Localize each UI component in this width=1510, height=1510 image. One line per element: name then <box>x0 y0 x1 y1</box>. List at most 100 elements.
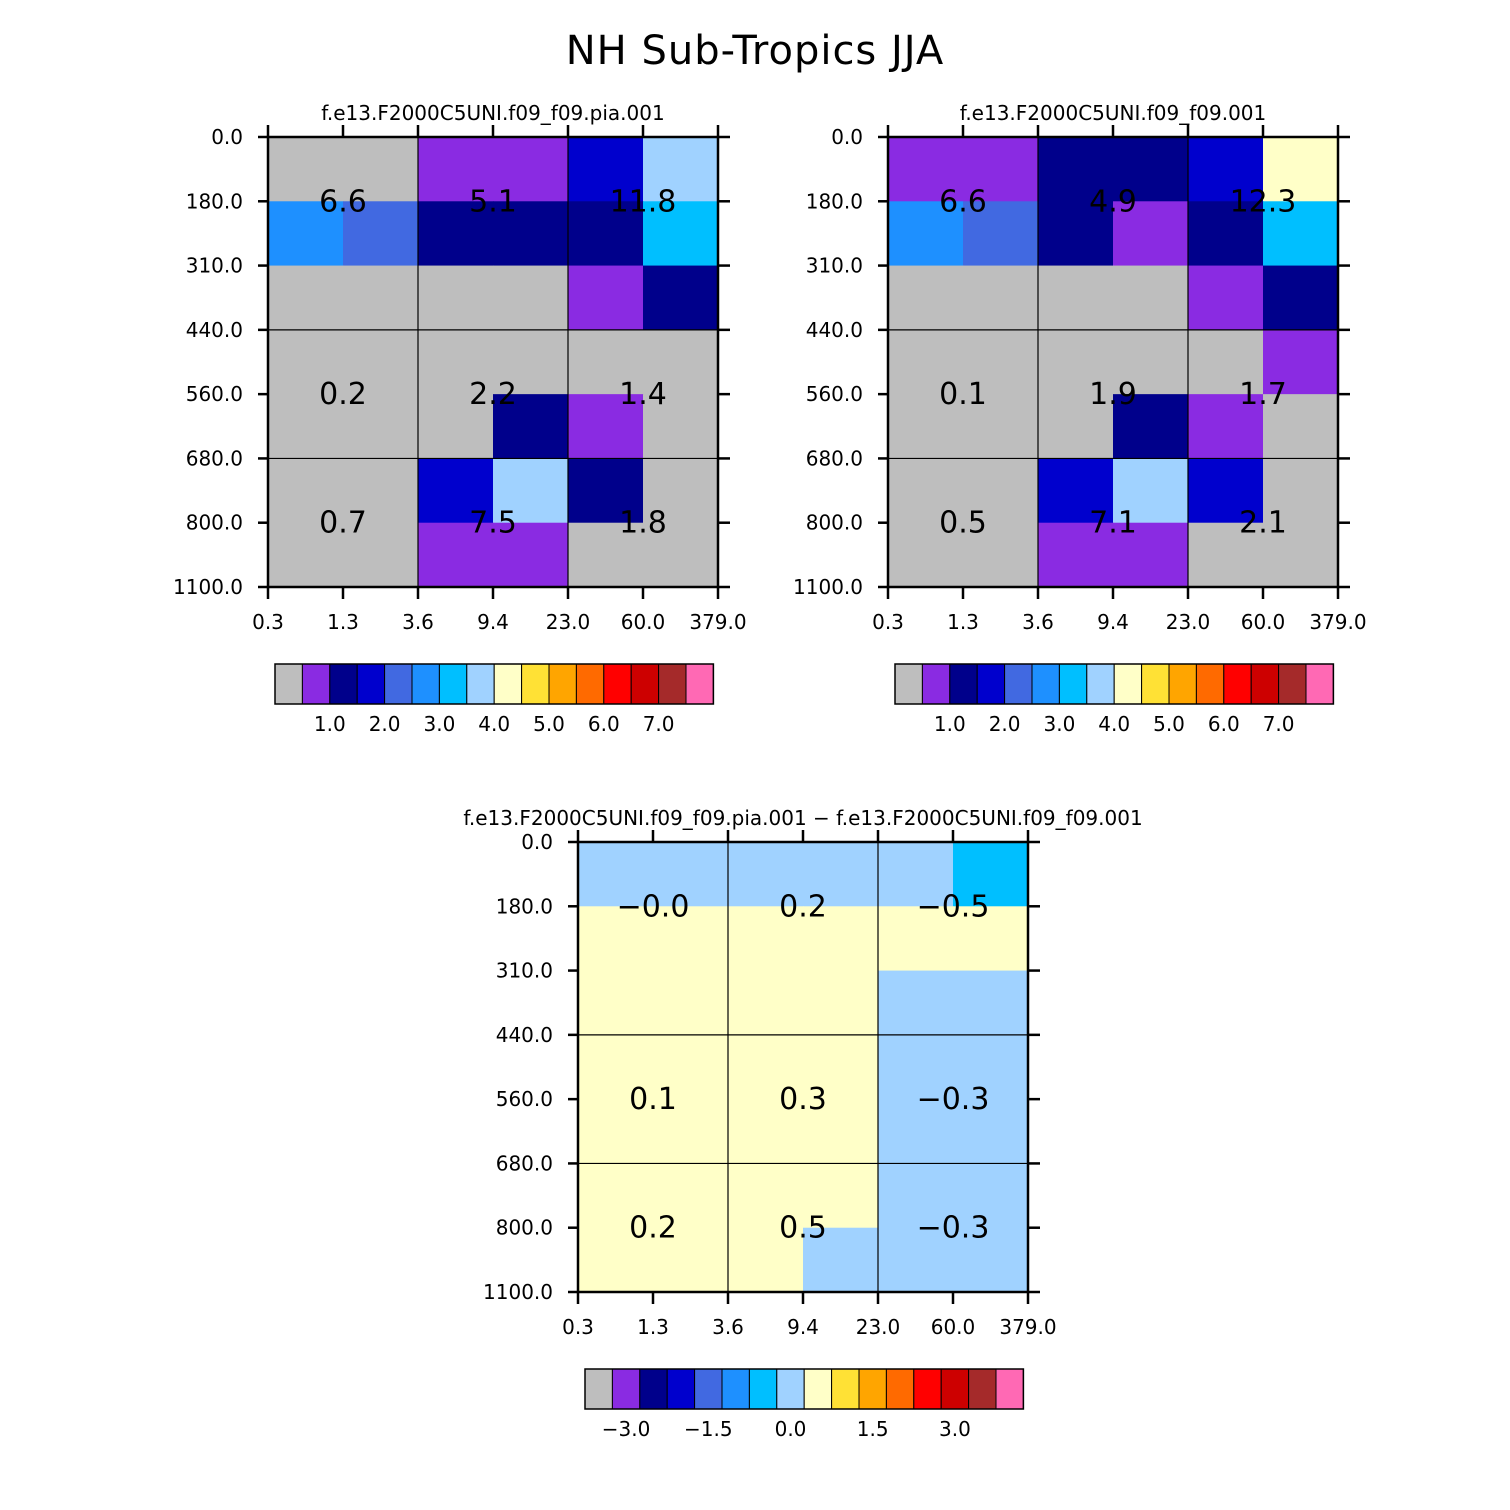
block-total-label: −0.3 <box>917 1211 990 1246</box>
heatmap-cell <box>418 458 494 524</box>
x-tick-label: 3.6 <box>1022 610 1054 634</box>
heatmap-cell <box>1263 329 1339 395</box>
y-tick-label: 0.0 <box>521 830 553 854</box>
panel-1: f.e13.F2000C5UNI.f09_f09.pia.001 6.6 5.1 11… <box>173 101 747 736</box>
heatmap-cell <box>1188 329 1264 395</box>
heatmap-cell <box>888 137 964 202</box>
heatmap-cell <box>578 1034 654 1100</box>
heatmap-cell <box>953 1163 1029 1229</box>
block-total-label: 0.2 <box>629 1211 677 1246</box>
x-tick-label: 9.4 <box>477 610 509 634</box>
colorbar: −3.0 −1.5 0.0 1.5 3.0 <box>584 1368 1025 1441</box>
y-tick-label: 800.0 <box>186 511 243 535</box>
colorbar-swatch <box>721 1368 750 1410</box>
heatmap-cell <box>578 842 654 907</box>
heatmap-cell <box>1188 137 1264 202</box>
heatmap-cell <box>728 906 804 972</box>
heatmap-cell <box>493 394 569 459</box>
heatmap-cell <box>888 458 964 524</box>
heatmap-cell <box>643 265 719 331</box>
block-total-label: 2.1 <box>1239 506 1287 541</box>
heatmap-cell <box>1113 329 1189 395</box>
heatmap-cell <box>568 522 644 588</box>
colorbar-swatch <box>885 1368 915 1410</box>
panel-title: f.e13.F2000C5UNI.f09_f09.pia.001 <box>321 101 664 125</box>
colorbar-frame <box>894 663 1335 705</box>
heatmap-cell <box>568 201 644 267</box>
colorbar-swatch <box>274 663 303 705</box>
colorbar-swatch <box>748 1368 778 1410</box>
heatmap-cell <box>878 1163 954 1229</box>
block-total-label: 0.5 <box>939 506 987 541</box>
block-total-label: −0.3 <box>917 1082 990 1117</box>
heatmap-cell <box>728 1099 804 1164</box>
x-tick-label: 0.3 <box>562 1315 594 1339</box>
heatmap-cell <box>418 201 494 267</box>
heatmap-cell <box>963 137 1039 202</box>
colorbar: 1.0 2.0 3.0 4.0 5.0 6.0 7.0 <box>894 663 1335 736</box>
colorbar-swatch <box>1031 663 1060 705</box>
colorbar-swatch <box>949 663 978 705</box>
colorbar-swatch <box>1305 663 1334 705</box>
y-tick-label: 440.0 <box>806 318 863 342</box>
colorbar-swatch <box>1168 663 1197 705</box>
colorbar-swatch <box>921 663 951 705</box>
heatmap-cell <box>963 329 1039 395</box>
heatmap-cell <box>268 329 344 395</box>
colorbar-label: 6.0 <box>588 712 620 736</box>
colorbar-swatch <box>858 1368 887 1410</box>
heatmap-cell <box>878 1099 954 1164</box>
colorbar-swatch <box>1086 663 1115 705</box>
heatmap-cell <box>963 522 1039 588</box>
heatmap-cell <box>963 394 1039 459</box>
block-total-label: 5.1 <box>469 184 517 219</box>
colorbar-swatch <box>1250 663 1280 705</box>
heatmap-cell <box>418 137 494 202</box>
panel-title: f.e13.F2000C5UNI.f09_f09.pia.001 − f.e13… <box>463 806 1142 830</box>
heatmap-cell <box>418 394 494 459</box>
heatmap-cell <box>568 137 644 202</box>
colorbar-label: 1.5 <box>857 1417 889 1441</box>
heatmap-cell <box>1263 394 1339 459</box>
colorbar-swatch <box>521 663 550 705</box>
colorbar-swatch <box>1278 663 1307 705</box>
y-tick-label: 680.0 <box>186 446 243 470</box>
heatmap-cell <box>803 970 879 1036</box>
colorbar-swatch <box>384 663 413 705</box>
x-tick-label: 9.4 <box>787 1315 819 1339</box>
heatmap-cell <box>1263 137 1339 202</box>
colorbar-swatch <box>894 663 923 705</box>
heatmap-cell <box>343 522 419 588</box>
heatmap-cell <box>1038 265 1114 331</box>
colorbar-label: 6.0 <box>1208 712 1240 736</box>
y-tick-label: 680.0 <box>806 446 863 470</box>
colorbar-swatch <box>548 663 577 705</box>
block-total-label: 7.5 <box>469 506 517 541</box>
panel-3: f.e13.F2000C5UNI.f09_f09.pia.001 − f.e13… <box>463 806 1142 1441</box>
heatmap-cell <box>643 137 719 202</box>
heatmap-cell <box>1038 458 1114 524</box>
x-tick-label: 23.0 <box>546 610 591 634</box>
heatmap-cell <box>728 1163 804 1229</box>
x-tick-label: 9.4 <box>1097 610 1129 634</box>
figure-title: NH Sub-Tropics JJA <box>565 28 945 74</box>
colorbar-label: 5.0 <box>1153 712 1185 736</box>
heatmap-cell <box>343 329 419 395</box>
y-tick-label: 310.0 <box>806 254 863 278</box>
block-total-label: −0.0 <box>617 889 690 924</box>
colorbar-swatch <box>1195 663 1225 705</box>
heatmap-cell <box>728 970 804 1036</box>
x-tick-label: 60.0 <box>931 1315 976 1339</box>
colorbar-swatch <box>584 1368 613 1410</box>
y-tick-label: 0.0 <box>211 125 243 149</box>
heatmap-cell <box>803 1034 879 1100</box>
x-tick-label: 60.0 <box>1241 610 1286 634</box>
x-tick-label: 1.3 <box>327 610 359 634</box>
heatmap-cell <box>493 458 569 524</box>
colorbar-swatch <box>603 663 632 705</box>
colorbar-label: 2.0 <box>369 712 401 736</box>
colorbar-swatch <box>968 1368 997 1410</box>
heatmap-cell <box>1263 201 1339 267</box>
y-tick-label: 800.0 <box>806 511 863 535</box>
heatmap-cell <box>1263 265 1339 331</box>
